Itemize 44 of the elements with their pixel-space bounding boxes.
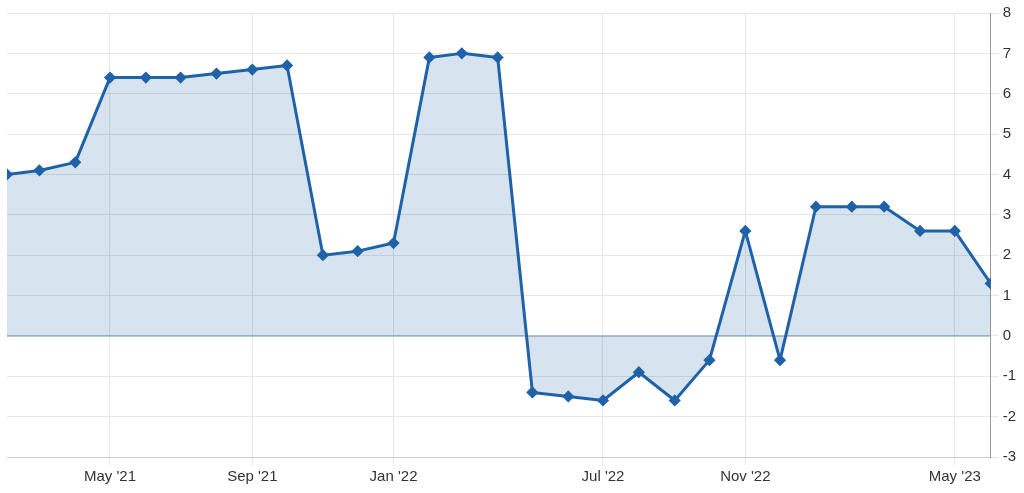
y-tick-label: 0 (1002, 326, 1012, 344)
y-tick-label: -1 (1002, 366, 1017, 384)
x-tick-label: May '23 (928, 467, 981, 485)
point (846, 201, 858, 213)
y-tick-label: 2 (1002, 245, 1012, 263)
point (456, 47, 468, 59)
point (949, 225, 961, 237)
point (492, 51, 504, 63)
point (69, 156, 81, 168)
point (140, 72, 152, 84)
point (352, 245, 364, 257)
point (914, 225, 926, 237)
y-tick-label: 4 (1002, 164, 1012, 182)
point (210, 68, 222, 80)
point (597, 394, 609, 406)
y-tick-label: -3 (1002, 447, 1017, 465)
x-tick-label: Jan '22 (369, 467, 418, 485)
point (526, 386, 538, 398)
point (246, 64, 258, 76)
point (633, 366, 645, 378)
x-tick-label: Jul '22 (581, 467, 625, 485)
x-tick-label: Nov '22 (720, 467, 771, 485)
point (423, 51, 435, 63)
point (281, 59, 293, 71)
point (317, 249, 329, 261)
point (810, 201, 822, 213)
y-tick-label: 3 (1002, 204, 1012, 222)
y-tick-label: 8 (1002, 3, 1012, 21)
point (669, 394, 681, 406)
point (739, 225, 751, 237)
y-tick-label: 1 (1002, 285, 1012, 303)
y-tick-label: 5 (1002, 124, 1012, 142)
point (878, 201, 890, 213)
y-tick-label: -2 (1002, 406, 1017, 424)
point (562, 390, 574, 402)
y-tick-label: 6 (1002, 83, 1012, 101)
point (104, 72, 116, 84)
point (175, 72, 187, 84)
x-tick-label: May '21 (83, 467, 137, 485)
x-tick-label: Sep '21 (227, 467, 278, 485)
y-tick-label: 7 (1002, 43, 1012, 61)
point (388, 237, 400, 249)
point (33, 164, 45, 176)
point (703, 354, 715, 366)
